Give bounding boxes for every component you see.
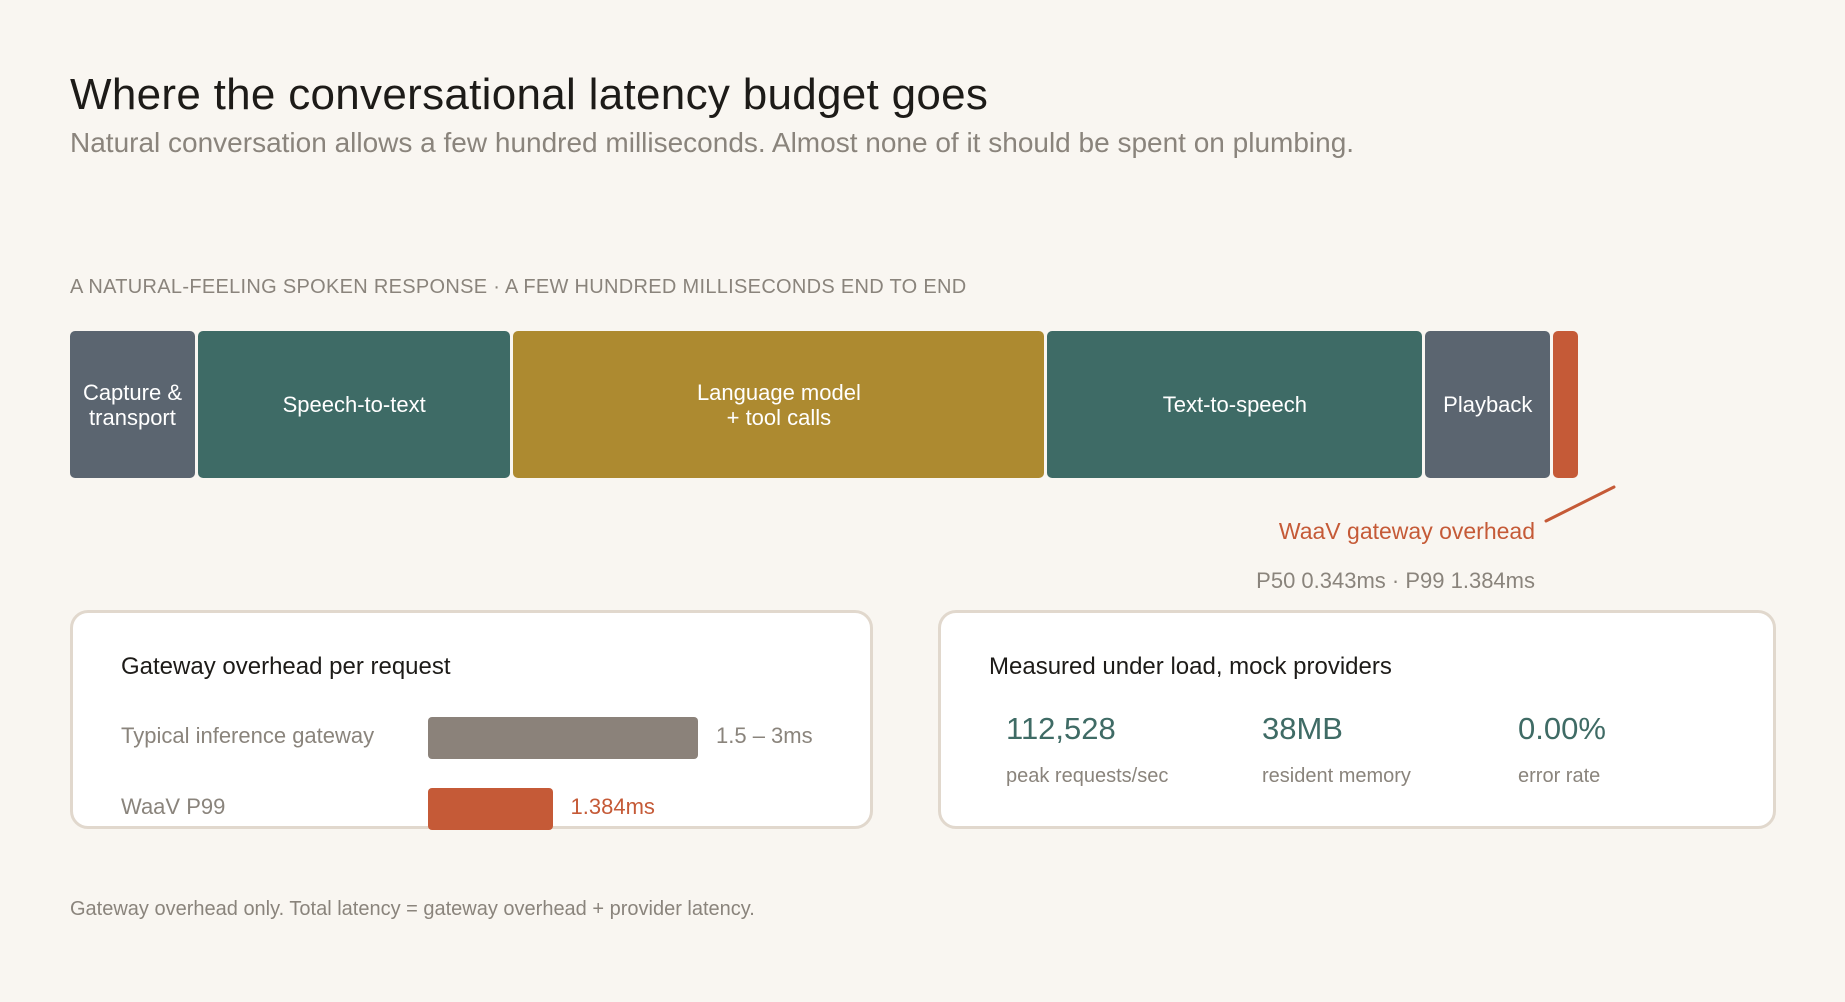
waav-p99-bar (428, 788, 553, 830)
budget-segment-label: Language model + tool calls (696, 379, 861, 430)
footnote: Gateway overhead only. Total latency = g… (70, 898, 755, 920)
metric-value: 112,528 (1006, 711, 1116, 746)
budget-segment-label: Text-to-speech (1162, 392, 1308, 417)
latency-budget-bar: Capture & transport Speech-to-text Languag… (70, 331, 1630, 478)
page-subtitle: Natural conversation allows a few hundre… (70, 127, 1355, 158)
comparison-row-label: Typical inference gateway (121, 723, 375, 748)
typical-gateway-bar (428, 717, 698, 759)
metric-error-rate: 0.00% error rate (1518, 711, 1606, 788)
callout-leader-line (1544, 485, 1616, 523)
gateway-overhead-card-title: Gateway overhead per request (121, 653, 451, 680)
budget-segment (1553, 331, 1579, 478)
metric-value: 38MB (1262, 711, 1343, 746)
budget-segment: Playback (1425, 331, 1551, 478)
metric-peak-rps: 112,528 peak requests/sec (1006, 711, 1168, 788)
budget-segment-label: Capture & transport (82, 379, 182, 430)
metric-label: error rate (1518, 765, 1601, 787)
metric-label: resident memory (1262, 765, 1411, 787)
budget-segment: Capture & transport (70, 331, 195, 478)
metric-resident-memory: 38MB resident memory (1262, 711, 1411, 788)
budget-segment: Speech-to-text (197, 331, 511, 478)
waav-p99-value: 1.384ms (570, 794, 655, 819)
gateway-overhead-card: Gateway overhead per request Typical inf… (70, 610, 873, 830)
typical-gateway-value: 1.5 – 3ms (716, 723, 813, 748)
metric-value: 0.00% (1518, 711, 1606, 746)
budget-section-label: A NATURAL-FEELING SPOKEN RESPONSE · A FE… (70, 276, 967, 298)
load-metrics-card: Measured under load, mock providers 112,… (938, 610, 1776, 829)
load-metrics-card-title: Measured under load, mock providers (989, 653, 1392, 680)
gateway-overhead-stats: P50 0.343ms · P99 1.384ms (1256, 568, 1535, 593)
metric-label: peak requests/sec (1006, 765, 1169, 787)
gateway-overhead-label: WaaV gateway overhead (1278, 518, 1535, 544)
budget-segment-label: Playback (1443, 392, 1533, 417)
gateway-overhead-callout: WaaV gateway overhead P50 0.343ms · P99 … (1200, 480, 1620, 600)
budget-segment-label: Speech-to-text (282, 392, 426, 417)
budget-segment: Language model + tool calls (513, 331, 1045, 478)
comparison-row-label: WaaV P99 (121, 794, 226, 819)
budget-segment: Text-to-speech (1047, 331, 1423, 478)
page-title: Where the conversational latency budget … (70, 70, 989, 119)
